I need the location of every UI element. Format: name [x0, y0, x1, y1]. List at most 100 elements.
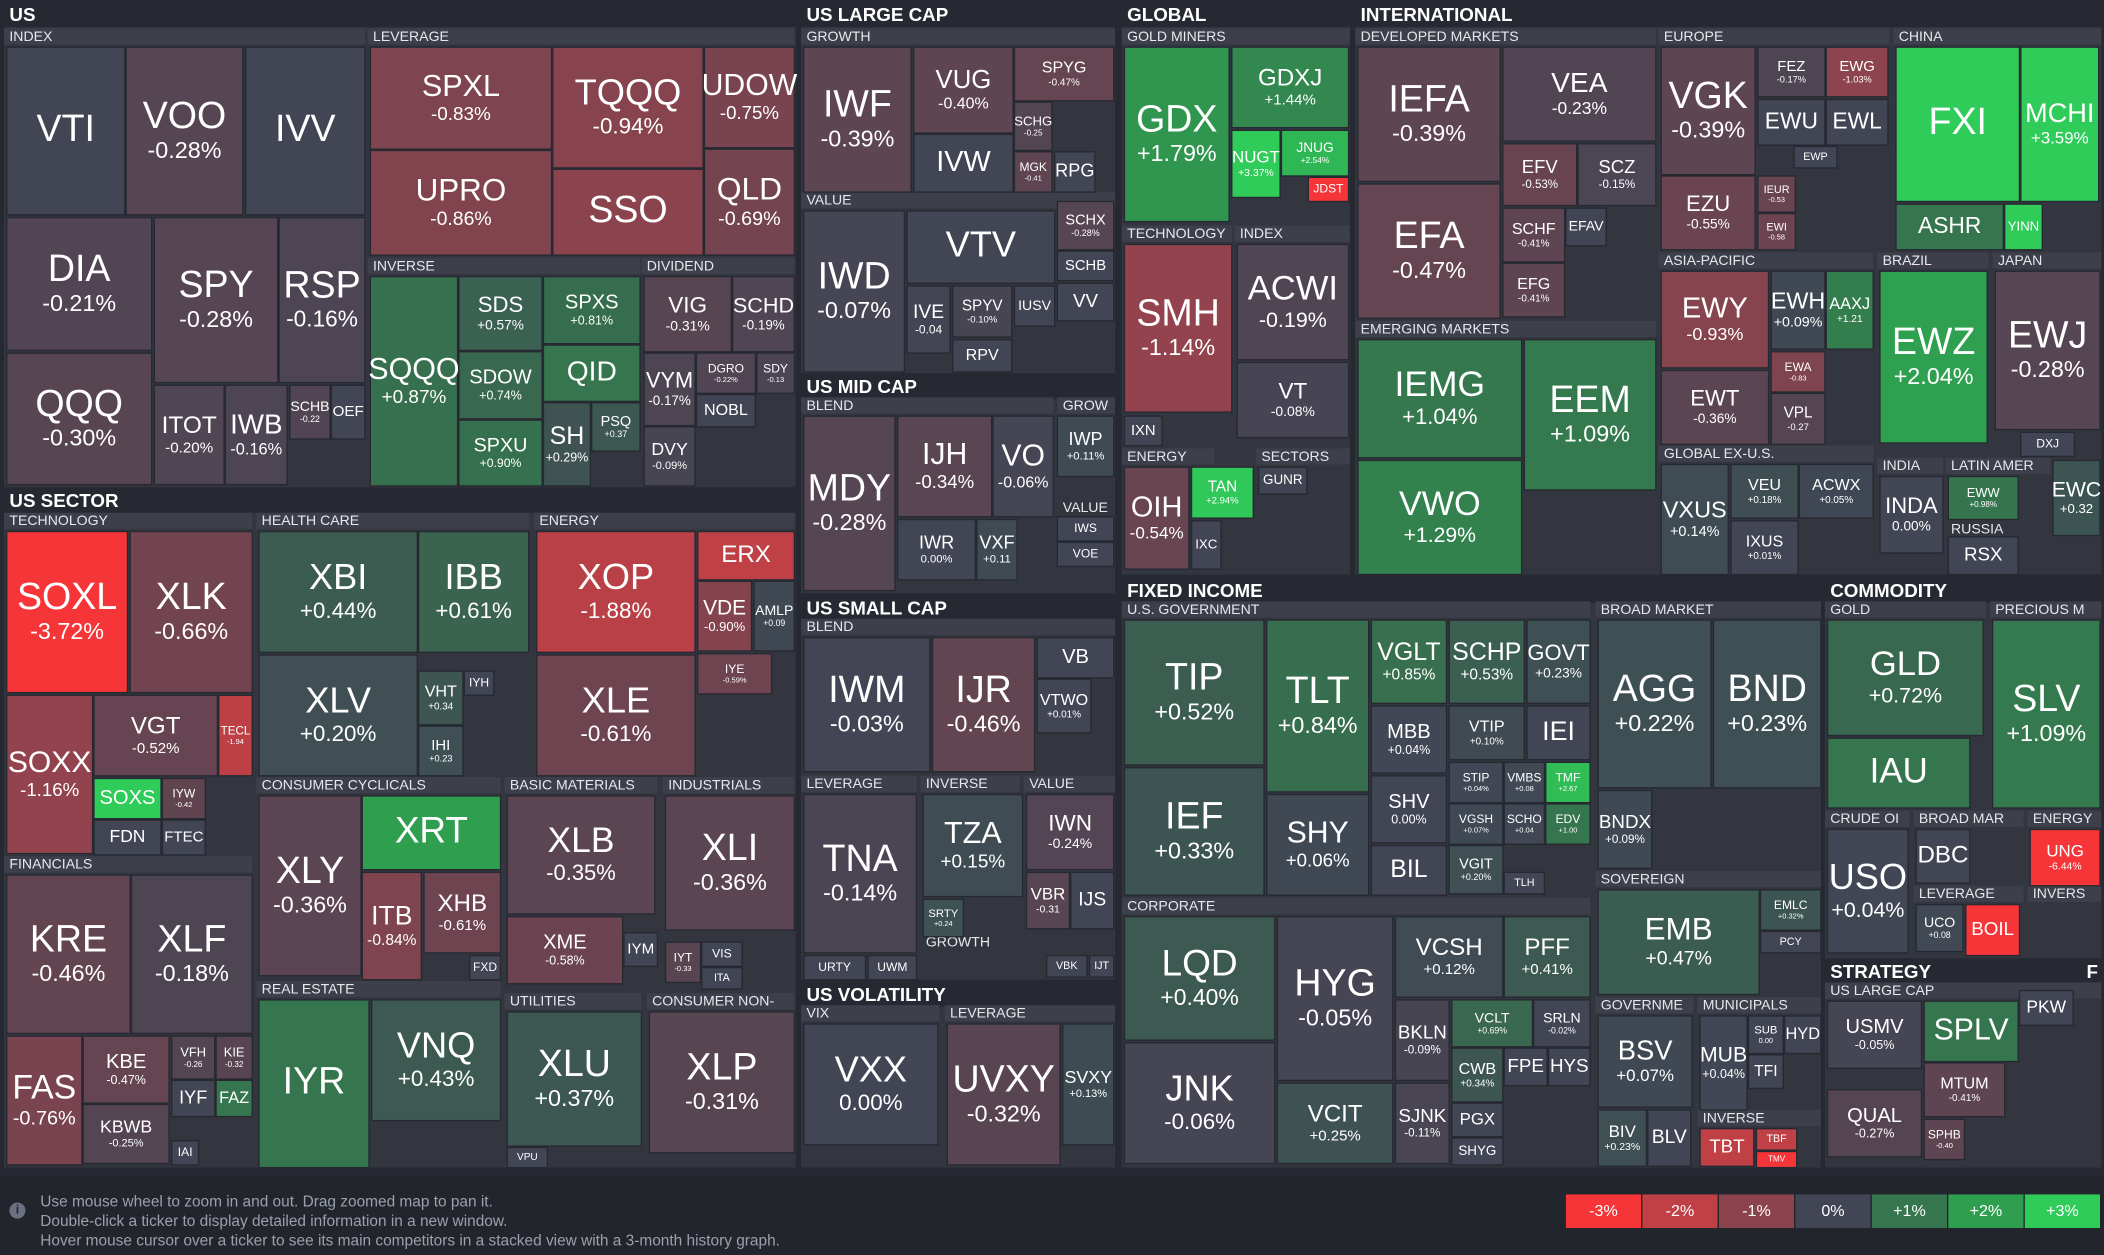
ticker-tile[interactable] [1123, 619, 1265, 766]
ticker-tile[interactable] [542, 275, 641, 345]
ticker-tile[interactable] [1056, 415, 1115, 478]
ticker-tile[interactable] [258, 795, 362, 977]
ticker-tile[interactable] [1547, 1047, 1591, 1087]
ticker-tile[interactable] [171, 1079, 216, 1118]
ticker-tile[interactable] [992, 415, 1055, 518]
ticker-tile[interactable] [697, 530, 796, 581]
ticker-tile[interactable] [218, 694, 253, 777]
ticker-tile[interactable] [1448, 619, 1525, 704]
ticker-tile[interactable] [1825, 270, 1874, 350]
ticker-tile[interactable] [1991, 619, 2101, 809]
ticker-tile[interactable] [417, 530, 530, 653]
ticker-tile[interactable] [1895, 46, 2021, 203]
ticker-tile[interactable] [1394, 915, 1504, 998]
ticker-tile[interactable] [1502, 46, 1657, 142]
ticker-tile[interactable] [1730, 463, 1799, 519]
ticker-tile[interactable] [2029, 828, 2101, 887]
ticker-tile[interactable] [1123, 415, 1163, 447]
ticker-tile[interactable] [1712, 619, 1822, 789]
ticker-tile[interactable] [695, 352, 757, 395]
ticker-tile[interactable] [552, 46, 704, 169]
ticker-tile[interactable] [1370, 619, 1448, 704]
ticker-tile[interactable] [643, 275, 732, 353]
ticker-tile[interactable] [1826, 737, 1971, 809]
ticker-tile[interactable] [1923, 1062, 2006, 1118]
ticker-tile[interactable] [1448, 705, 1525, 761]
ticker-tile[interactable] [803, 636, 931, 773]
ticker-tile[interactable] [952, 339, 1013, 373]
ticker-tile[interactable] [1123, 466, 1190, 570]
ticker-tile[interactable] [258, 654, 418, 777]
ticker-tile[interactable] [1502, 143, 1578, 207]
ticker-tile[interactable] [931, 636, 1036, 773]
ticker-tile[interactable] [1025, 871, 1071, 930]
ticker-tile[interactable] [153, 384, 225, 486]
ticker-tile[interactable] [1699, 1015, 1748, 1111]
ticker-tile[interactable] [1503, 803, 1546, 845]
ticker-tile[interactable] [1759, 930, 1822, 954]
ticker-tile[interactable] [1231, 129, 1281, 199]
ticker-tile[interactable] [1448, 803, 1504, 845]
ticker-tile[interactable] [161, 777, 206, 820]
ticker-tile[interactable] [1451, 1047, 1504, 1103]
ticker-tile[interactable] [591, 402, 641, 452]
ticker-tile[interactable] [6, 46, 126, 216]
ticker-tile[interactable] [697, 580, 753, 652]
ticker-tile[interactable] [6, 694, 94, 855]
ticker-tile[interactable] [458, 275, 543, 352]
ticker-tile[interactable] [542, 402, 592, 487]
ticker-tile[interactable] [82, 1103, 170, 1165]
ticker-tile[interactable] [1190, 520, 1222, 570]
ticker-tile[interactable] [1699, 1128, 1755, 1167]
ticker-tile[interactable] [423, 871, 502, 954]
ticker-tile[interactable] [6, 530, 129, 694]
ticker-tile[interactable] [1503, 871, 1546, 895]
ticker-tile[interactable] [1123, 767, 1265, 896]
ticker-tile[interactable] [701, 966, 743, 990]
ticker-tile[interactable] [1755, 1128, 1798, 1151]
ticker-tile[interactable] [1013, 46, 1115, 102]
ticker-tile[interactable] [244, 46, 366, 216]
ticker-tile[interactable] [125, 46, 244, 216]
ticker-tile[interactable] [417, 670, 464, 726]
ticker-tile[interactable] [1879, 475, 1944, 554]
ticker-tile[interactable] [1597, 789, 1653, 870]
ticker-tile[interactable] [1597, 619, 1712, 789]
ticker-tile[interactable] [1947, 475, 2019, 521]
ticker-tile[interactable] [224, 384, 288, 486]
ticker-tile[interactable] [1045, 954, 1088, 978]
ticker-tile[interactable] [361, 795, 502, 871]
ticker-tile[interactable] [1054, 151, 1096, 193]
ticker-tile[interactable] [1502, 207, 1566, 263]
ticker-tile[interactable] [129, 530, 253, 694]
ticker-tile[interactable] [1036, 678, 1092, 734]
ticker-tile[interactable] [1879, 270, 1988, 444]
ticker-tile[interactable] [1565, 207, 1607, 247]
ticker-tile[interactable] [1056, 250, 1115, 282]
ticker-tile[interactable] [468, 954, 502, 981]
ticker-tile[interactable] [93, 819, 162, 856]
ticker-tile[interactable] [1123, 1042, 1276, 1165]
ticker-tile[interactable] [664, 795, 796, 931]
ticker-tile[interactable] [1923, 1118, 1966, 1161]
ticker-tile[interactable] [1266, 793, 1370, 896]
ticker-tile[interactable] [1915, 828, 1971, 884]
ticker-tile[interactable] [1577, 143, 1657, 207]
ticker-tile[interactable] [1545, 803, 1591, 845]
ticker-tile[interactable] [648, 1011, 796, 1154]
ticker-tile[interactable] [1448, 844, 1504, 895]
ticker-tile[interactable] [703, 148, 796, 256]
ticker-tile[interactable] [695, 394, 757, 428]
ticker-tile[interactable] [1236, 243, 1350, 361]
ticker-tile[interactable] [1451, 1137, 1504, 1166]
ticker-tile[interactable] [1123, 46, 1230, 223]
ticker-tile[interactable] [1088, 954, 1115, 978]
ticker-tile[interactable] [93, 694, 219, 777]
ticker-tile[interactable] [1123, 243, 1233, 413]
ticker-tile[interactable] [1448, 761, 1504, 804]
ticker-tile[interactable] [1062, 1023, 1115, 1146]
ticker-tile[interactable] [756, 352, 796, 395]
ticker-tile[interactable] [1526, 705, 1591, 761]
ticker-tile[interactable] [369, 46, 553, 150]
ticker-tile[interactable] [361, 871, 423, 981]
